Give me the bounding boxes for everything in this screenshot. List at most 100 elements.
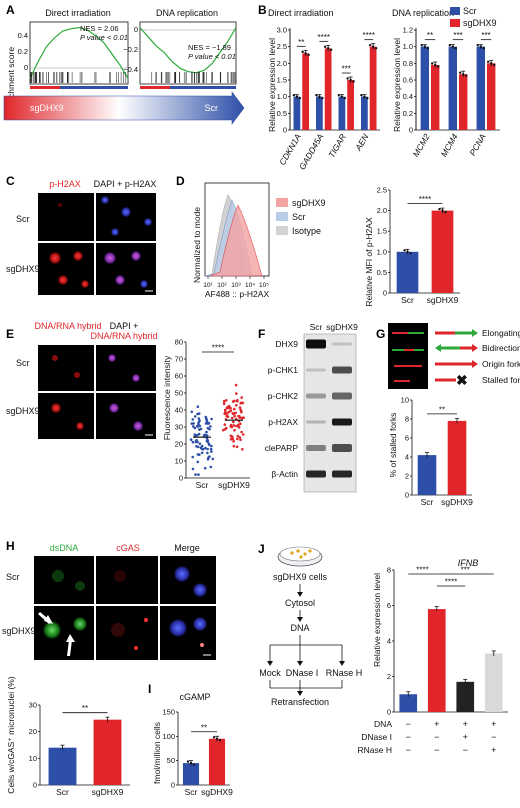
i-bar-dot (212, 736, 216, 739)
d-legend-sg-swatch (276, 198, 288, 207)
c-cells (49, 196, 152, 288)
b-left-ytick-label: 0 (283, 126, 287, 135)
e-point (238, 436, 242, 439)
e-point (206, 426, 210, 430)
panel-h: H dsDNA cGAS Merge Scr sgDHX9 (2, 539, 216, 797)
g-legend-origin: Origin fork (482, 359, 520, 369)
f-blot-frame (303, 333, 357, 493)
f-band (306, 368, 326, 372)
i-bar-dot (189, 761, 193, 765)
b-right-ylabel: Relative expression level (392, 38, 402, 132)
b-left-dot (318, 95, 321, 98)
i-bar-xlabel: sgDHX9 (201, 787, 233, 797)
e-col2b-label: DNA/RNA hybrid (90, 331, 157, 341)
e-ytick-label: 10 (175, 457, 183, 466)
e-point (205, 420, 209, 423)
panel-g-label: G (376, 327, 385, 341)
gsea-right-colorbar (140, 86, 236, 89)
j-mock: Mock (259, 668, 281, 678)
f-row-label: β-Actin (271, 469, 298, 479)
e-point (239, 438, 242, 442)
f-band (306, 420, 326, 424)
b-legend: Scr sgDHX9 (450, 6, 497, 28)
d-hist-ylabel: Normalized to mode (192, 207, 202, 283)
e-point (207, 443, 211, 447)
f-blot: DHX9 p-CHK1 p-CHK2 p-H2AX clePARP β-Actin (265, 339, 352, 479)
f-band (306, 339, 326, 349)
j-bar (484, 653, 503, 712)
b-right-bar-sg (431, 65, 440, 130)
j-table-cell: + (463, 732, 468, 742)
d-hist-xtick-label: 10¹ (203, 282, 213, 289)
f-row-label: p-CHK1 (268, 365, 299, 375)
b-right-dot (437, 65, 440, 68)
f-band (332, 444, 352, 452)
b-left-dot (298, 96, 302, 100)
e-cells (51, 354, 143, 431)
e-point (234, 383, 238, 387)
b-left-bar-sg (347, 80, 354, 130)
b-right-ytick-label: 0.8 (403, 59, 413, 68)
e-point (198, 428, 201, 431)
e-point (235, 424, 238, 428)
panel-a-ylabel: Enrichment score (6, 47, 16, 113)
j-table-cell: − (434, 732, 439, 742)
c-col1-label: p-H2AX (49, 179, 81, 189)
b-left-dot (352, 80, 355, 83)
g-legend-bidirectional: Bidirectional fork (482, 343, 520, 353)
i-bar-ytick-label: 100 (162, 732, 175, 741)
g-legend-stalled: Stalled fork (482, 375, 520, 385)
e-point (240, 430, 243, 434)
e-point (205, 439, 209, 443)
d-hist-xticks: 10¹ 10² 10³ 10⁴ 10⁵ (203, 276, 269, 289)
f-row-label: p-H2AX (268, 417, 298, 427)
h-img-scr-merge (160, 556, 216, 604)
e-point (210, 417, 213, 421)
f-band (332, 366, 352, 374)
j-table-cell: − (434, 745, 439, 755)
b-left-dot (340, 95, 344, 98)
panel-i: I cGAMP fmol/million cells 0 50 100 150 Scr s… (148, 682, 233, 797)
e-point (227, 410, 231, 414)
j-table-cell: − (463, 745, 468, 755)
e-point (206, 422, 210, 425)
e-point (192, 425, 195, 428)
i-bar-dot (192, 763, 196, 766)
e-point (223, 408, 227, 412)
j-sig-label: **** (416, 566, 428, 575)
c-col2-label: DAPI + p-H2AX (94, 179, 157, 189)
e-point (222, 402, 226, 406)
d-bar-bar (431, 210, 454, 293)
d-bar-dot (441, 209, 444, 212)
f-band (332, 418, 352, 426)
e-ytick-label: 80 (175, 338, 183, 347)
d-legend: sgDHX9 Scr Isotype (276, 198, 326, 236)
e-point (223, 423, 227, 426)
f-band (306, 470, 326, 478)
e-point (233, 428, 236, 432)
b-left-dot (346, 77, 349, 80)
b-right-dot (487, 60, 490, 64)
stalled-x-icon: ✖ (456, 372, 468, 388)
b-left-ytick-label: 1.0 (277, 92, 287, 101)
b-right-bar-scr (476, 46, 485, 130)
gsea-left-curve (29, 26, 129, 79)
e-point (230, 436, 234, 440)
b-left-dot (363, 95, 366, 98)
j-table-cell: + (491, 745, 496, 755)
e-img-sg-merge (96, 393, 156, 439)
b-left-sig-label: **** (363, 31, 375, 40)
b-right-sig-label: ** (427, 31, 433, 40)
j-bar (456, 681, 475, 712)
g-bar-chart: 0 2 4 6 8 10 Scr sgDHX9 ** (401, 396, 473, 508)
d-hist-xlabel: AF488 :: p-H2AX (205, 289, 270, 299)
gsea-left-tick-1: 0.2 (18, 47, 28, 56)
j-petri-dish-icon (277, 546, 323, 567)
e-scatter-chart: 0 10 20 30 40 50 60 70 80 Scr sgDHX9 **** (175, 338, 250, 491)
b-right-dot (479, 45, 482, 48)
j-ylabel: Relative expression level (372, 573, 382, 667)
j-dnase: DNase I (286, 668, 319, 678)
e-point (233, 411, 237, 415)
panel-e: E DNA/RNA hybrid DAPI + DNA/RNA hybrid S… (6, 321, 250, 490)
j-bar (427, 609, 446, 712)
